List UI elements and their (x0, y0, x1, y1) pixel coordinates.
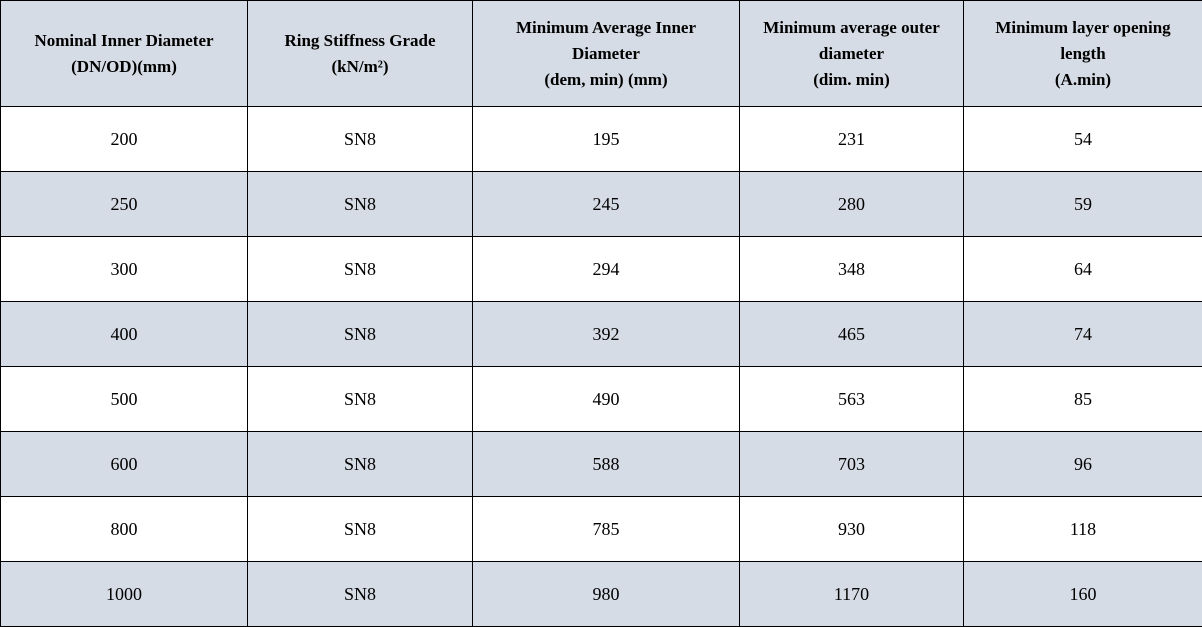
cell-stiffness-grade: SN8 (247, 366, 473, 432)
cell-min-layer-opening: 160 (963, 561, 1202, 627)
cell-min-inner-diameter: 490 (472, 366, 740, 432)
cell-stiffness-grade: SN8 (247, 431, 473, 497)
cell-min-inner-diameter: 294 (472, 236, 740, 302)
cell-nominal-diameter: 200 (0, 106, 248, 172)
cell-nominal-diameter: 500 (0, 366, 248, 432)
cell-min-layer-opening: 59 (963, 171, 1202, 237)
table-row: 600 SN8 588 703 96 (0, 431, 1202, 497)
cell-min-inner-diameter: 195 (472, 106, 740, 172)
header-nominal-inner-diameter: Nominal Inner Diameter (DN/OD)(mm) (0, 0, 248, 107)
cell-stiffness-grade: SN8 (247, 236, 473, 302)
cell-min-layer-opening: 64 (963, 236, 1202, 302)
cell-min-layer-opening: 74 (963, 301, 1202, 367)
cell-min-outer-diameter: 465 (739, 301, 964, 367)
table-row: 250 SN8 245 280 59 (0, 171, 1202, 237)
cell-min-inner-diameter: 392 (472, 301, 740, 367)
cell-min-outer-diameter: 231 (739, 106, 964, 172)
table-row: 200 SN8 195 231 54 (0, 106, 1202, 172)
cell-min-layer-opening: 96 (963, 431, 1202, 497)
cell-min-outer-diameter: 930 (739, 496, 964, 562)
table-row: 300 SN8 294 348 64 (0, 236, 1202, 302)
cell-min-inner-diameter: 785 (472, 496, 740, 562)
header-min-average-outer-diameter: Minimum average outer diameter (dim. min… (739, 0, 964, 107)
header-min-layer-opening-length: Minimum layer opening length (A.min) (963, 0, 1202, 107)
table-row: 500 SN8 490 563 85 (0, 366, 1202, 432)
cell-min-layer-opening: 85 (963, 366, 1202, 432)
table-header: Nominal Inner Diameter (DN/OD)(mm) Ring … (0, 0, 1202, 107)
table-row: 1000 SN8 980 1170 160 (0, 561, 1202, 627)
header-min-average-inner-diameter: Minimum Average Inner Diameter (dem, min… (472, 0, 740, 107)
cell-nominal-diameter: 300 (0, 236, 248, 302)
cell-min-inner-diameter: 245 (472, 171, 740, 237)
cell-min-inner-diameter: 588 (472, 431, 740, 497)
header-row: Nominal Inner Diameter (DN/OD)(mm) Ring … (0, 0, 1202, 107)
cell-nominal-diameter: 800 (0, 496, 248, 562)
cell-min-layer-opening: 54 (963, 106, 1202, 172)
header-ring-stiffness-grade: Ring Stiffness Grade (kN/m²) (247, 0, 473, 107)
cell-nominal-diameter: 600 (0, 431, 248, 497)
cell-nominal-diameter: 400 (0, 301, 248, 367)
table-row: 400 SN8 392 465 74 (0, 301, 1202, 367)
cell-stiffness-grade: SN8 (247, 496, 473, 562)
cell-stiffness-grade: SN8 (247, 171, 473, 237)
table-body: 200 SN8 195 231 54 250 SN8 245 280 59 30… (0, 106, 1202, 627)
cell-min-outer-diameter: 280 (739, 171, 964, 237)
cell-min-outer-diameter: 563 (739, 366, 964, 432)
cell-min-outer-diameter: 703 (739, 431, 964, 497)
cell-stiffness-grade: SN8 (247, 301, 473, 367)
table-row: 800 SN8 785 930 118 (0, 496, 1202, 562)
cell-stiffness-grade: SN8 (247, 561, 473, 627)
cell-min-layer-opening: 118 (963, 496, 1202, 562)
cell-nominal-diameter: 1000 (0, 561, 248, 627)
cell-nominal-diameter: 250 (0, 171, 248, 237)
cell-min-outer-diameter: 348 (739, 236, 964, 302)
cell-min-inner-diameter: 980 (472, 561, 740, 627)
cell-stiffness-grade: SN8 (247, 106, 473, 172)
cell-min-outer-diameter: 1170 (739, 561, 964, 627)
